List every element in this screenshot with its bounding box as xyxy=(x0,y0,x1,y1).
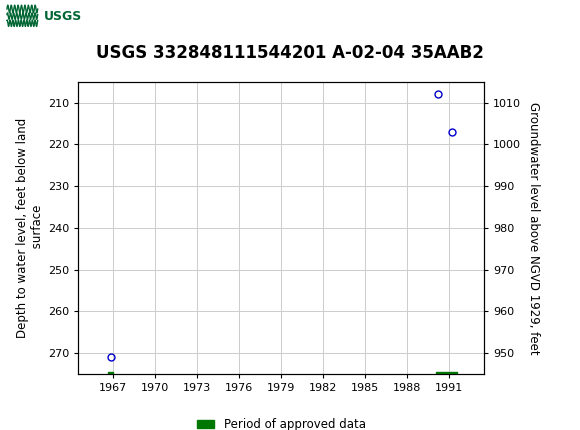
Y-axis label: Depth to water level, feet below land
 surface: Depth to water level, feet below land su… xyxy=(16,118,44,338)
Text: USGS 332848111544201 A-02-04 35AAB2: USGS 332848111544201 A-02-04 35AAB2 xyxy=(96,44,484,62)
Text: USGS: USGS xyxy=(44,9,82,23)
Bar xyxy=(6,3,87,30)
Legend: Period of approved data: Period of approved data xyxy=(192,414,371,430)
Y-axis label: Groundwater level above NGVD 1929, feet: Groundwater level above NGVD 1929, feet xyxy=(527,101,540,354)
